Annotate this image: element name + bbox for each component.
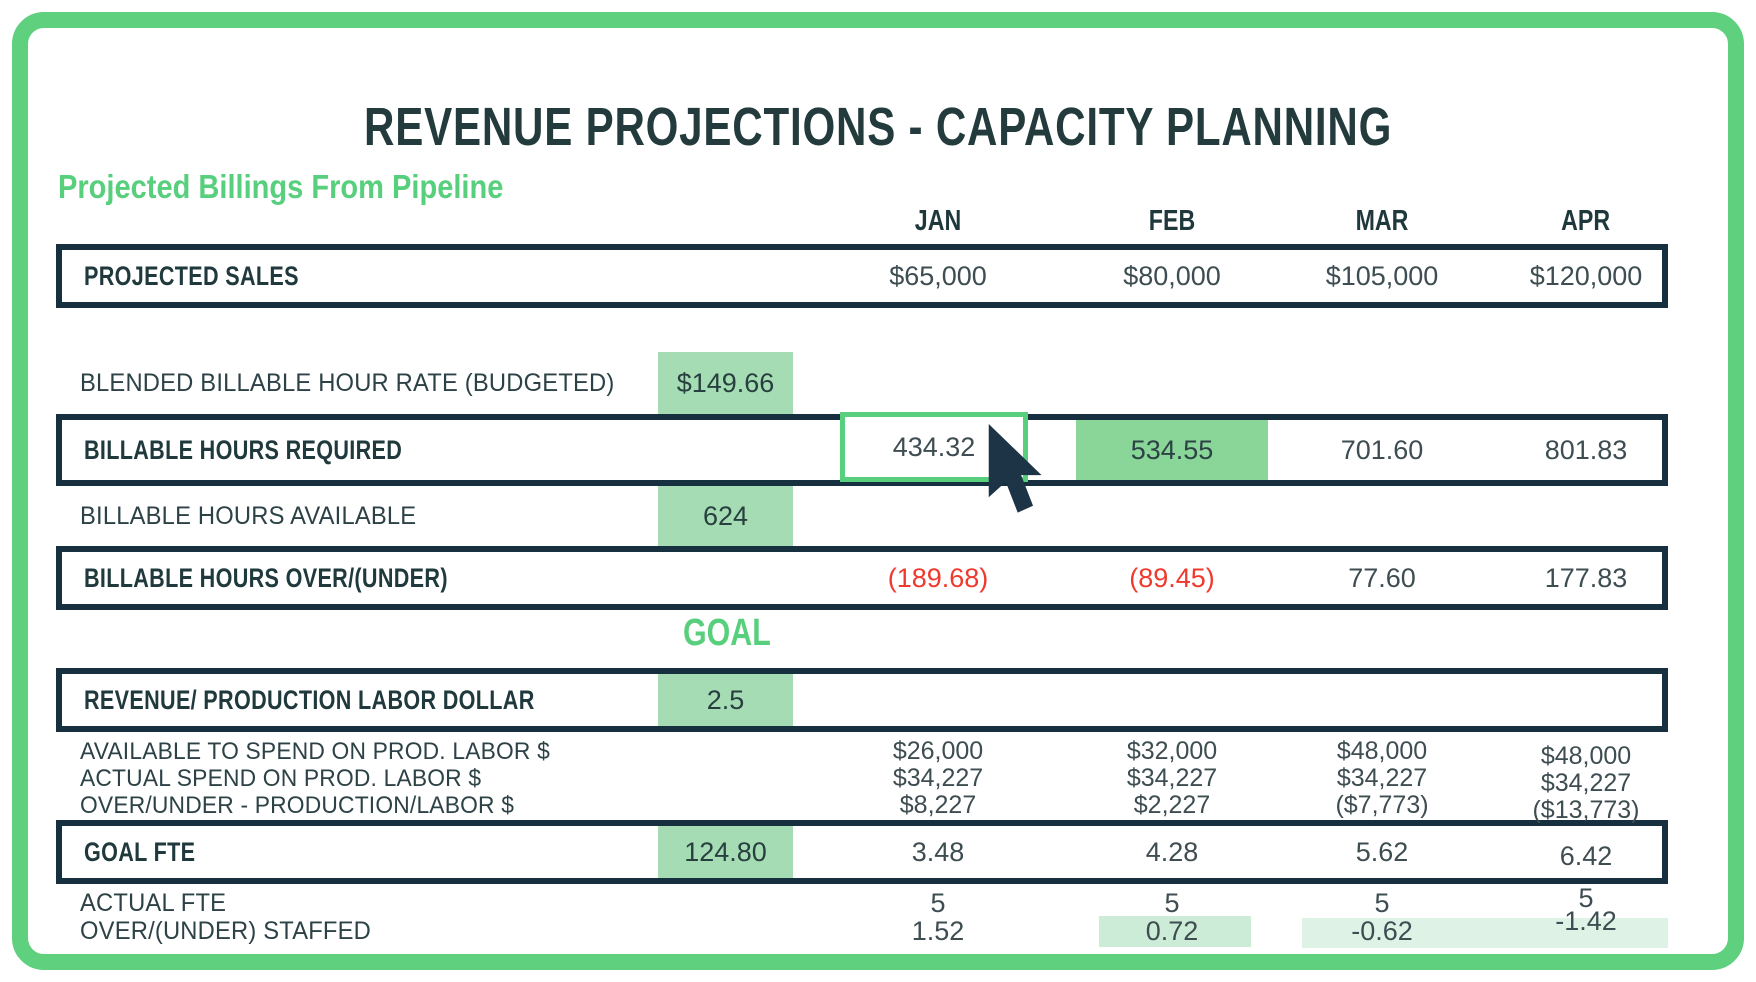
column-header-mar: MAR <box>1355 204 1409 237</box>
revenue-production-labor-box: REVENUE/ PRODUCTION LABOR DOLLAR <box>56 668 1668 732</box>
cell-over-under-labor-feb[interactable]: $2,227 <box>1133 791 1211 819</box>
cell-actual-spend-apr[interactable]: $34,227 <box>1540 769 1632 797</box>
column-header-feb: FEB <box>1148 204 1196 237</box>
row-label-projected-sales: PROJECTED SALES <box>84 260 299 291</box>
goal-section-heading: GOAL <box>683 612 771 654</box>
cell-projected-sales-mar[interactable]: $105,000 <box>1325 260 1439 291</box>
cell-actual-spend-jan[interactable]: $34,227 <box>892 764 984 792</box>
cell-over-under-labor-jan[interactable]: $8,227 <box>899 791 977 819</box>
row-label-over-under-production-labor: OVER/UNDER - PRODUCTION/LABOR $ <box>80 791 515 819</box>
highlight-staffed-mar-apr <box>1302 918 1668 948</box>
row-available-to-spend: AVAILABLE TO SPEND ON PROD. LABOR $ $26,… <box>0 737 1756 770</box>
row-billable-hours-over-under: BILLABLE HOURS OVER/(UNDER) (189.68) (89… <box>0 546 1756 610</box>
cell-actual-spend-mar[interactable]: $34,227 <box>1336 764 1428 792</box>
row-label-hours-over-under: BILLABLE HOURS OVER/(UNDER) <box>84 562 448 593</box>
column-header-row: JAN FEB MAR APR <box>0 204 1756 238</box>
row-blended-rate: BLENDED BILLABLE HOUR RATE (BUDGETED) $1… <box>0 352 1756 414</box>
cell-goal-fte-value[interactable]: 124.80 <box>658 826 793 878</box>
row-projected-sales: PROJECTED SALES $65,000 $80,000 $105,000… <box>0 244 1756 308</box>
cursor-pointer-icon <box>988 424 1042 513</box>
column-header-apr: APR <box>1561 204 1611 237</box>
row-label-actual-spend: ACTUAL SPEND ON PROD. LABOR $ <box>80 764 482 792</box>
cell-staffed-jan[interactable]: 1.52 <box>911 915 965 946</box>
row-label-blended-rate: BLENDED BILLABLE HOUR RATE (BUDGETED) <box>80 368 615 397</box>
row-label-revenue-production-labor: REVENUE/ PRODUCTION LABOR DOLLAR <box>84 684 535 715</box>
cell-hours-available-value[interactable]: 624 <box>658 486 793 546</box>
cell-hours-required-mar[interactable]: 701.60 <box>1340 434 1424 465</box>
column-header-jan: JAN <box>914 204 962 237</box>
row-over-under-staffed: OVER/(UNDER) STAFFED 1.52 0.72 -0.62 -1.… <box>0 906 1756 946</box>
cell-available-to-spend-feb[interactable]: $32,000 <box>1126 737 1218 765</box>
row-actual-fte: ACTUAL FTE 5 5 5 5 <box>0 883 1756 918</box>
cell-goal-fte-jan[interactable]: 3.48 <box>911 836 965 867</box>
page-title: REVENUE PROJECTIONS - CAPACITY PLANNING <box>363 97 1393 157</box>
cell-blended-rate-value[interactable]: $149.66 <box>658 352 793 414</box>
row-label-available-to-spend: AVAILABLE TO SPEND ON PROD. LABOR $ <box>80 737 550 765</box>
row-over-under-production-labor: OVER/UNDER - PRODUCTION/LABOR $ $8,227 $… <box>0 791 1756 824</box>
billable-hours-over-under-box: BILLABLE HOURS OVER/(UNDER) <box>56 546 1668 610</box>
row-label-over-under-staffed: OVER/(UNDER) STAFFED <box>80 916 372 945</box>
row-goal-fte: GOAL FTE 124.80 3.48 4.28 5.62 6.42 <box>0 820 1756 884</box>
goal-fte-box: GOAL FTE <box>56 820 1668 884</box>
cell-available-to-spend-apr[interactable]: $48,000 <box>1540 742 1632 770</box>
row-label-actual-fte: ACTUAL FTE <box>80 888 227 917</box>
cell-staffed-mar[interactable]: -0.62 <box>1351 915 1413 946</box>
cell-goal-fte-mar[interactable]: 5.62 <box>1355 836 1409 867</box>
highlighted-cell-hours-required-feb[interactable]: 534.55 <box>1076 420 1268 480</box>
cell-goal-fte-apr[interactable]: 6.42 <box>1559 840 1613 871</box>
cell-actual-spend-feb[interactable]: $34,227 <box>1126 764 1218 792</box>
cell-staffed-apr[interactable]: -1.42 <box>1555 905 1617 936</box>
cell-goal-fte-feb[interactable]: 4.28 <box>1145 836 1199 867</box>
cell-staffed-feb[interactable]: 0.72 <box>1145 915 1199 946</box>
cell-projected-sales-jan[interactable]: $65,000 <box>889 260 987 291</box>
row-billable-hours-available: BILLABLE HOURS AVAILABLE 624 <box>0 486 1756 546</box>
row-label-billable-hours-available: BILLABLE HOURS AVAILABLE <box>80 501 417 530</box>
cell-actual-fte-mar[interactable]: 5 <box>1374 887 1390 918</box>
cell-actual-fte-jan[interactable]: 5 <box>930 887 946 918</box>
cell-actual-fte-feb[interactable]: 5 <box>1164 887 1180 918</box>
cell-over-under-labor-apr[interactable]: ($13,773) <box>1532 796 1640 824</box>
row-label-goal-fte: GOAL FTE <box>84 836 196 867</box>
cell-over-under-labor-mar[interactable]: ($7,773) <box>1335 791 1429 819</box>
highlight-staffed-feb <box>1099 916 1251 947</box>
cell-hours-required-apr[interactable]: 801.83 <box>1544 434 1628 465</box>
row-revenue-production-labor: REVENUE/ PRODUCTION LABOR DOLLAR 2.5 <box>0 668 1756 732</box>
cell-projected-sales-feb[interactable]: $80,000 <box>1123 260 1221 291</box>
row-actual-spend: ACTUAL SPEND ON PROD. LABOR $ $34,227 $3… <box>0 764 1756 797</box>
pipeline-section-heading: Projected Billings From Pipeline <box>58 168 504 205</box>
cell-hours-over-under-jan[interactable]: (189.68) <box>887 562 989 593</box>
cell-available-to-spend-jan[interactable]: $26,000 <box>892 737 984 765</box>
projected-sales-box: PROJECTED SALES <box>56 244 1668 308</box>
cell-hours-over-under-apr[interactable]: 177.83 <box>1544 562 1628 593</box>
cell-hours-over-under-mar[interactable]: 77.60 <box>1348 562 1416 593</box>
cell-hours-over-under-feb[interactable]: (89.45) <box>1129 562 1215 593</box>
cell-revenue-production-labor-value[interactable]: 2.5 <box>658 674 793 726</box>
row-label-billable-hours-required: BILLABLE HOURS REQUIRED <box>84 434 403 465</box>
cell-available-to-spend-mar[interactable]: $48,000 <box>1336 737 1428 765</box>
cell-projected-sales-apr[interactable]: $120,000 <box>1529 260 1643 291</box>
cell-actual-fte-apr[interactable]: 5 <box>1578 882 1594 913</box>
